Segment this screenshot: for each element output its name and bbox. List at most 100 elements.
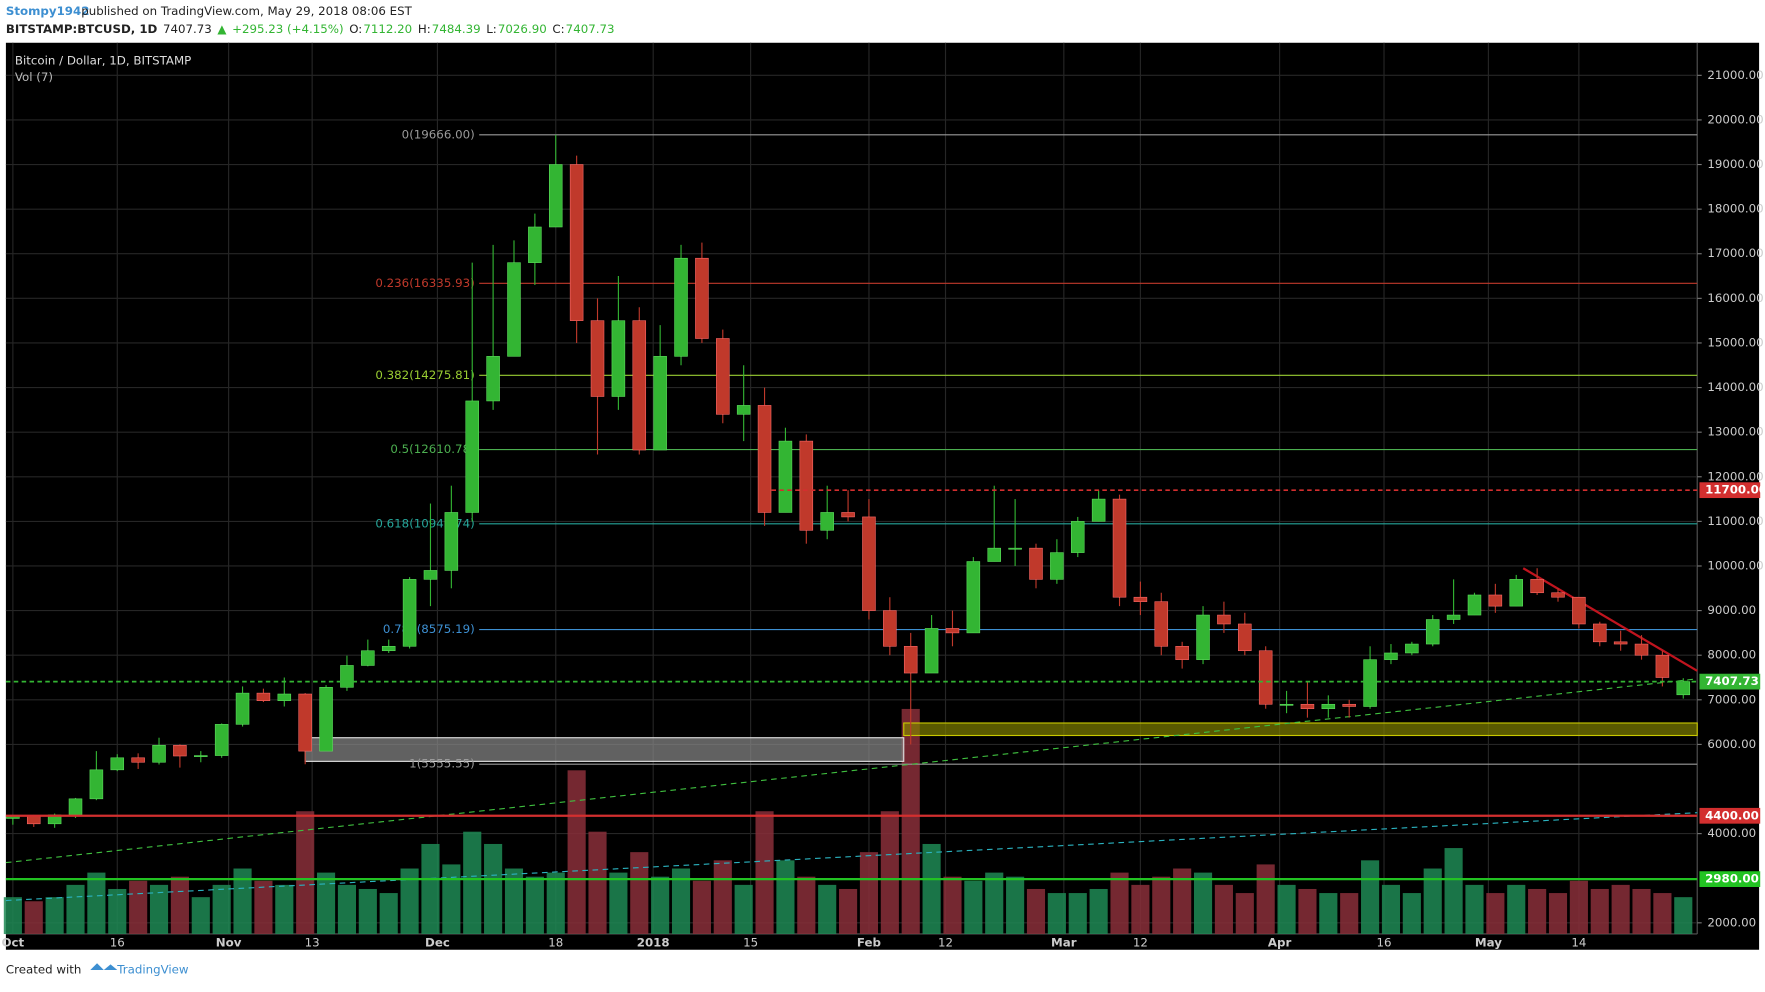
volume-bar	[880, 811, 899, 934]
y-tick-label: 14000.00	[1707, 380, 1763, 394]
candle-body	[736, 405, 751, 415]
candle-body	[1050, 552, 1064, 580]
volume-bar	[379, 893, 398, 934]
volume-bar	[1173, 868, 1192, 934]
volume-bar	[1632, 888, 1651, 934]
y-tick-label: 9000.00	[1707, 603, 1756, 617]
x-tick-label: 16	[1376, 935, 1391, 949]
volume-bar	[45, 897, 64, 934]
header-o: 7112.20	[363, 22, 412, 36]
volume-bar	[442, 864, 461, 934]
y-tick-label: 10000.00	[1707, 558, 1763, 572]
fib-label: 1(5555.55)	[409, 757, 475, 771]
volume-bar	[1528, 888, 1547, 934]
volume-bar	[1402, 893, 1421, 934]
y-tick-label: 11000.00	[1707, 514, 1763, 528]
header-c-label: C:	[552, 22, 564, 36]
header-symbol: BITSTAMP:BTCUSD, 1D	[6, 22, 158, 36]
volume-bar	[1381, 884, 1401, 934]
volume-bar	[964, 880, 983, 934]
volume-bar	[1340, 893, 1359, 934]
y-tick-label: 12000.00	[1707, 469, 1763, 483]
candle-body	[26, 815, 41, 825]
x-tick-label: 13	[305, 935, 320, 949]
candle-body	[528, 226, 542, 263]
candle-body	[1572, 596, 1586, 625]
candle-body	[841, 512, 855, 518]
fib-label: 0.236(16335.93)	[375, 276, 474, 290]
candle-body	[820, 512, 834, 531]
header-c: 7407.73	[566, 22, 615, 36]
y-tick-label: 7000.00	[1707, 692, 1756, 706]
candle-body	[1634, 643, 1649, 656]
volume-bar	[1465, 884, 1484, 934]
fib-label: 0.382(14275.81)	[375, 368, 474, 382]
volume-bar	[1444, 848, 1463, 934]
price-tag-label: 4400.00	[1705, 808, 1759, 822]
x-tick-label: 2018	[637, 935, 670, 949]
volume-bar	[1089, 888, 1108, 934]
footer-brand[interactable]: TradingView	[116, 962, 189, 976]
volume-bar	[1131, 884, 1150, 934]
volume-bar	[609, 872, 628, 934]
volume-bar	[797, 876, 816, 934]
volume-bar	[1653, 893, 1672, 934]
volume-bar	[149, 884, 169, 934]
candle-body	[966, 561, 981, 634]
candle-body	[277, 693, 292, 701]
candle-body	[1551, 592, 1565, 598]
volume-bar	[1361, 860, 1380, 934]
x-tick-label: 12	[1133, 935, 1148, 949]
candle-body	[1676, 681, 1691, 696]
chart-title: Bitcoin / Dollar, 1D, BITSTAMP	[15, 53, 191, 67]
header-h-label: H:	[418, 22, 431, 36]
volume-bar	[818, 884, 837, 934]
y-tick-label: 17000.00	[1707, 246, 1763, 260]
candle-body	[716, 338, 730, 415]
candle-body	[298, 693, 312, 752]
candle-body	[695, 257, 709, 339]
y-tick-label: 19000.00	[1707, 157, 1763, 171]
candle-body	[444, 512, 459, 571]
candle-body	[1655, 654, 1670, 678]
volume-bar	[943, 876, 962, 934]
candle-body	[611, 320, 626, 397]
candle-body	[1321, 703, 1336, 710]
zone	[304, 737, 905, 762]
volume-bar	[24, 901, 43, 934]
footer-created: Created with	[6, 962, 81, 976]
candle-body	[799, 440, 814, 531]
volume-bar	[484, 843, 503, 934]
price-tag	[1699, 871, 1761, 887]
x-tick-label: 18	[548, 935, 563, 949]
volume-bar	[1569, 880, 1588, 934]
candle-body	[757, 405, 772, 513]
y-tick-label: 20000.00	[1707, 112, 1763, 126]
volume-bar	[546, 872, 565, 934]
x-tick-label: Apr	[1268, 935, 1292, 949]
candle-body	[1488, 594, 1503, 607]
candle-body	[883, 610, 897, 647]
volume-bar	[1256, 864, 1275, 934]
volume-bar	[275, 884, 294, 934]
x-tick-label: 15	[743, 935, 758, 949]
volume-bar	[1277, 884, 1296, 934]
candle-body	[945, 628, 960, 634]
candle-body	[1363, 659, 1377, 707]
chart-bg	[5, 42, 1760, 950]
volume-bar	[170, 876, 189, 934]
candle-body	[987, 547, 1001, 562]
header-change: +295.23 (+4.15%)	[232, 22, 343, 36]
candle-body	[903, 645, 918, 674]
x-tick-label: 12	[938, 935, 953, 949]
candle-body	[68, 798, 83, 816]
candle-body	[1405, 643, 1419, 654]
y-tick-label: 21000.00	[1707, 68, 1763, 82]
header-l-label: L:	[486, 22, 497, 36]
candle-body	[423, 570, 438, 580]
volume-bar	[1674, 897, 1693, 934]
candle-body	[235, 692, 250, 725]
volume-bar	[692, 880, 711, 934]
y-tick-label: 6000.00	[1707, 737, 1756, 751]
candle-body	[1258, 650, 1273, 705]
